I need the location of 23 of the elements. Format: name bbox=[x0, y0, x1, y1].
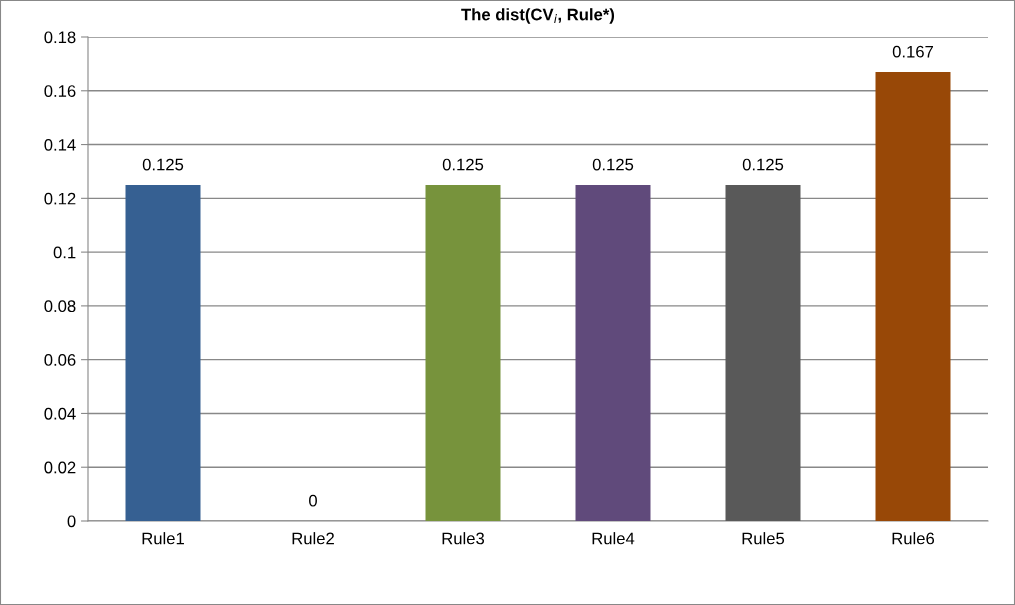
x-tick-label: Rule2 bbox=[292, 532, 334, 545]
data-label: 0.125 bbox=[442, 158, 484, 171]
y-tick-label: 0.12 bbox=[44, 192, 76, 205]
y-tick-label: 0.08 bbox=[44, 300, 76, 313]
x-tick-label: Rule1 bbox=[142, 532, 184, 545]
chart-title: The dist(CV$_{i}$, Rule*) bbox=[461, 8, 615, 24]
y-tick-label: 0.16 bbox=[44, 85, 76, 97]
y-tick-label: 0.02 bbox=[44, 461, 76, 474]
data-label: 0.125 bbox=[142, 158, 184, 171]
y-tick-label: 0 bbox=[67, 515, 76, 528]
x-tick-label: Rule6 bbox=[892, 532, 935, 545]
x-tick-label: Rule3 bbox=[442, 532, 485, 545]
data-label: 0 bbox=[309, 494, 317, 507]
data-label: 0.125 bbox=[592, 158, 634, 171]
data-label: 0.167 bbox=[892, 45, 934, 58]
y-tick-label: 0.04 bbox=[44, 407, 76, 420]
x-tick-label: Rule4 bbox=[592, 532, 635, 545]
data-label: 0.125 bbox=[742, 158, 784, 171]
y-tick-label: 0.1 bbox=[53, 246, 76, 259]
y-tick-label: 0.06 bbox=[44, 354, 76, 366]
y-tick-label: 0.18 bbox=[44, 31, 76, 44]
y-tick-label: 0.14 bbox=[44, 138, 76, 151]
x-tick-label: Rule5 bbox=[742, 532, 785, 545]
